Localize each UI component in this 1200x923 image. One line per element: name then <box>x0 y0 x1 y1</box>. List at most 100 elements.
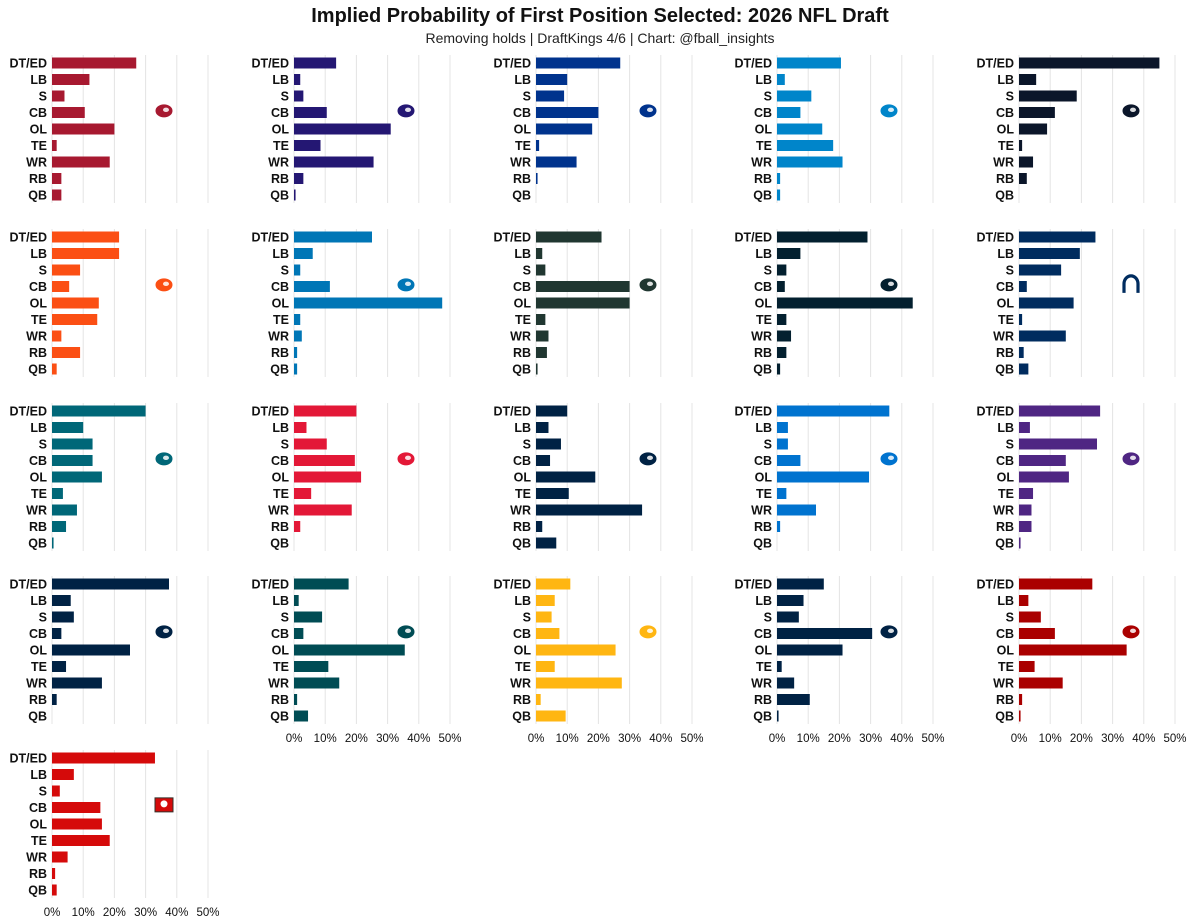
bar-bills-lb <box>536 74 568 85</box>
y-tick-label: QB <box>270 189 289 203</box>
chart-subtitle: Removing holds | DraftKings 4/6 | Chart:… <box>425 30 775 46</box>
bar-bears-rb <box>1019 173 1027 184</box>
bar-panthers-cb <box>777 107 801 118</box>
y-tick-label: DT/ED <box>10 752 48 766</box>
bar-packers-ol <box>536 297 630 309</box>
bear-logo <box>1121 103 1141 119</box>
bar-patriots-s <box>52 611 74 623</box>
bar-lions-wr <box>294 330 302 342</box>
y-tick-label: QB <box>270 363 289 377</box>
bolt-logo <box>879 451 899 467</box>
x-tick-label: 30% <box>134 907 157 919</box>
bar-chargers-te <box>777 488 787 499</box>
bar-chiefs-lb <box>294 422 307 433</box>
bar-49ers-lb <box>1019 595 1029 606</box>
bar-rams-lb <box>536 422 549 433</box>
y-tick-label: WR <box>751 330 772 344</box>
y-tick-label: TE <box>515 487 531 501</box>
x-tick-label: 40% <box>890 733 913 745</box>
y-tick-label: DT/ED <box>494 57 532 71</box>
y-tick-label: OL <box>514 123 532 137</box>
y-tick-label: S <box>764 90 772 104</box>
bar-chargers-dt-ed <box>777 405 890 417</box>
y-tick-label: OL <box>30 297 48 311</box>
y-tick-label: S <box>764 611 772 625</box>
y-tick-label: CB <box>513 106 531 120</box>
y-tick-label: OL <box>272 644 290 658</box>
y-tick-label: LB <box>30 247 47 261</box>
arrowhead-logo <box>396 451 416 467</box>
bar-bills-rb <box>536 173 538 184</box>
bar-texans-te <box>777 314 787 325</box>
y-tick-label: DT/ED <box>494 405 532 419</box>
bar-steelers-dt-ed <box>536 578 571 590</box>
y-tick-label: TE <box>756 313 772 327</box>
y-tick-label: WR <box>510 504 531 518</box>
bar-49ers-cb <box>1019 628 1055 639</box>
y-tick-label: DT/ED <box>10 231 48 245</box>
bar-seahawks-ol <box>777 644 843 656</box>
y-tick-label: DT/ED <box>494 231 532 245</box>
y-tick-label: RB <box>996 172 1014 186</box>
y-tick-label: S <box>523 611 531 625</box>
bar-chiefs-wr <box>294 504 352 516</box>
bar-packers-te <box>536 314 546 325</box>
y-tick-label: TE <box>273 313 289 327</box>
y-tick-label: RB <box>29 867 47 881</box>
x-tick-label: 0% <box>1011 733 1028 745</box>
bar-steelers-wr <box>536 677 622 689</box>
x-tick-label: 50% <box>921 733 944 745</box>
falcon-logo <box>154 103 174 119</box>
y-tick-label: TE <box>31 834 47 848</box>
bar-buccaneers-te <box>52 835 110 846</box>
y-tick-label: CB <box>996 280 1014 294</box>
y-tick-label: S <box>764 264 772 278</box>
bar-packers-cb <box>536 281 630 292</box>
y-tick-label: CB <box>271 106 289 120</box>
x-tick-label: 20% <box>828 733 851 745</box>
y-tick-label: LB <box>514 247 531 261</box>
y-tick-label: DT/ED <box>977 578 1015 592</box>
bar-jaguars-ol <box>52 471 102 483</box>
bar-steelers-rb <box>536 694 541 705</box>
y-tick-label: WR <box>26 851 47 865</box>
y-tick-label: DT/ED <box>494 578 532 592</box>
bar-panthers-rb <box>777 173 781 184</box>
y-tick-label: RB <box>754 346 772 360</box>
panel-bears: DT/ED LB S CB OL TE WR RB QB <box>977 55 1176 203</box>
y-tick-label: OL <box>30 644 48 658</box>
bar-colts-te <box>1019 314 1023 325</box>
bar-eagles-rb <box>294 694 298 705</box>
y-tick-label: OL <box>755 297 773 311</box>
bar-ravens-ol <box>294 123 391 135</box>
bar-chiefs-rb <box>294 521 301 532</box>
y-tick-label: CB <box>754 106 772 120</box>
y-tick-label: LB <box>272 247 289 261</box>
bar-broncos-s <box>52 264 81 276</box>
bar-broncos-rb <box>52 347 81 358</box>
bar-patriots-lb <box>52 595 71 606</box>
y-tick-label: TE <box>998 660 1014 674</box>
bar-49ers-wr <box>1019 677 1063 689</box>
y-tick-label: DT/ED <box>977 231 1015 245</box>
bar-panthers-lb <box>777 74 785 85</box>
bar-lions-te <box>294 314 301 325</box>
y-tick-label: TE <box>273 660 289 674</box>
bar-patriots-rb <box>52 694 57 705</box>
y-tick-label: DT/ED <box>735 231 773 245</box>
y-tick-label: OL <box>514 471 532 485</box>
bar-texans-qb <box>777 363 781 375</box>
y-tick-label: S <box>1006 611 1014 625</box>
bar-panthers-dt-ed <box>777 57 841 69</box>
x-tick-label: 50% <box>680 733 703 745</box>
bar-lions-s <box>294 264 301 276</box>
bar-texans-ol <box>777 297 913 309</box>
y-tick-label: WR <box>993 677 1014 691</box>
y-tick-label: LB <box>755 73 772 87</box>
y-tick-label: LB <box>997 247 1014 261</box>
bar-vikings-qb <box>1019 537 1021 549</box>
bar-rams-s <box>536 438 561 450</box>
jaguar-logo <box>154 451 174 467</box>
x-tick-label: 50% <box>438 733 461 745</box>
y-tick-label: CB <box>271 280 289 294</box>
